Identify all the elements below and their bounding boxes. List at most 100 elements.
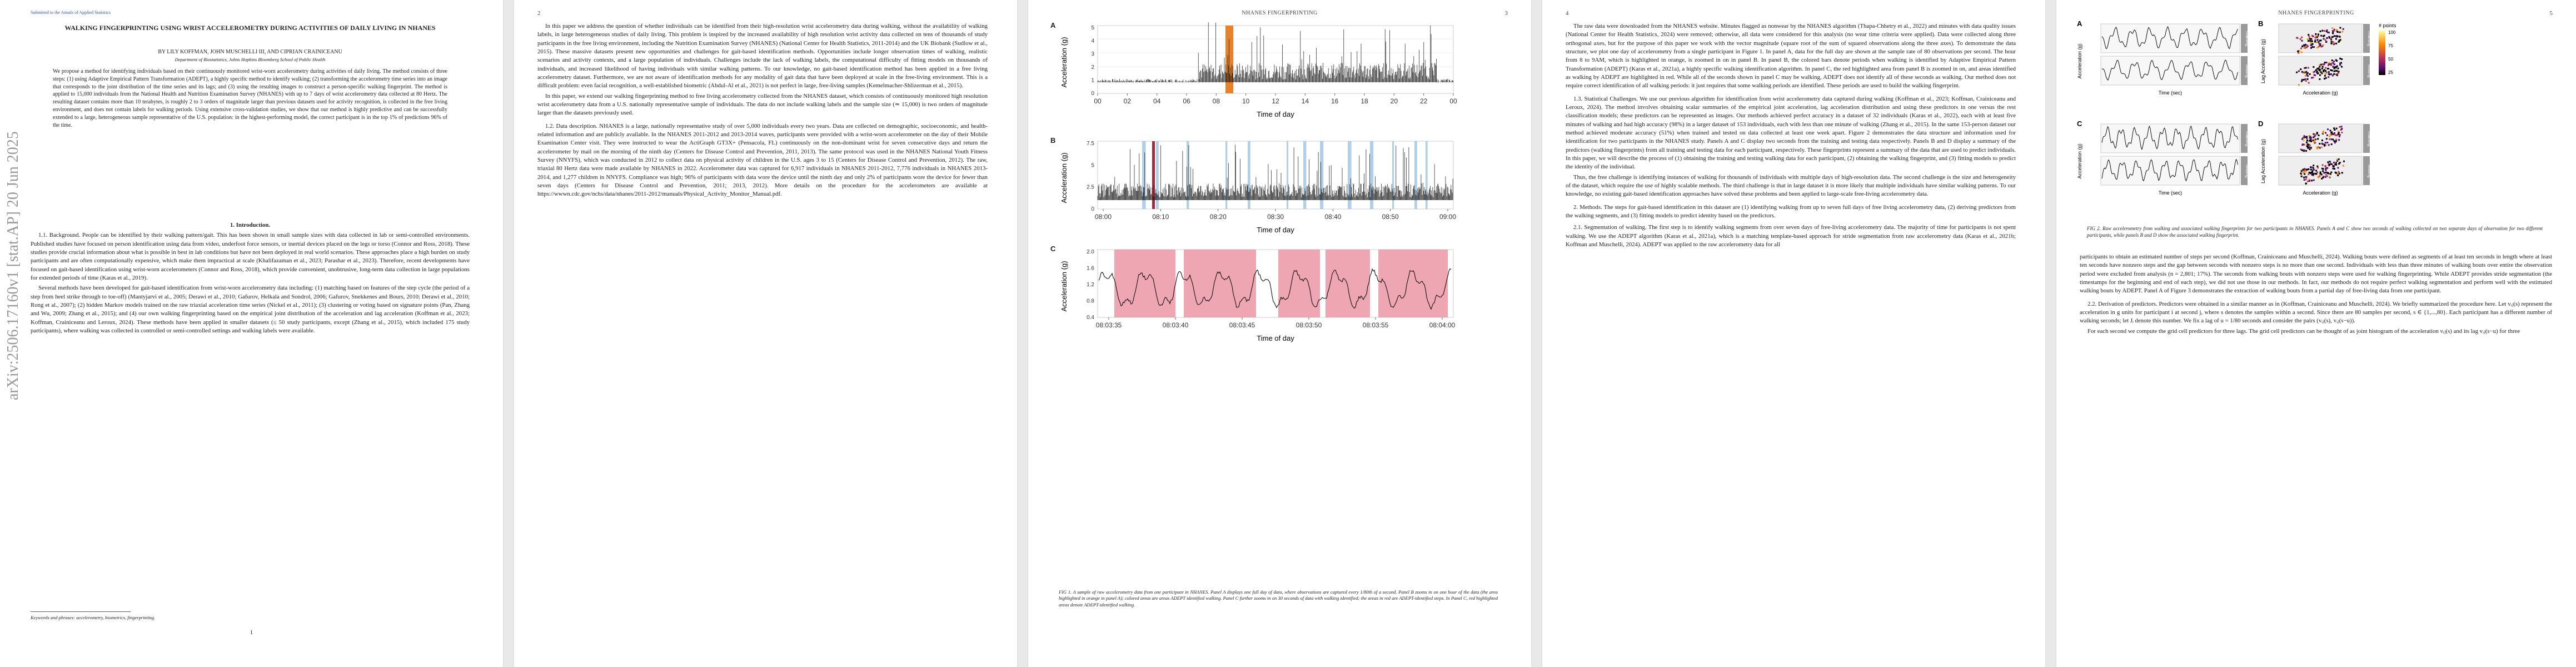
y-tick-label: 0 [1091, 91, 1094, 97]
heatmap-cell [2309, 40, 2311, 42]
heatmap-cell [2320, 39, 2322, 42]
heatmap-cell [2319, 74, 2321, 76]
heatmap-cell [2313, 133, 2315, 135]
paragraph: The raw data were downloaded from the NH… [1566, 23, 2016, 89]
heatmap-cell [2305, 171, 2307, 173]
walking-band [1225, 141, 1228, 209]
heatmap-cell [2319, 39, 2321, 42]
heatmap-cell [2320, 173, 2323, 176]
y-tick-label: 2.0 [1087, 249, 1094, 255]
heatmap-cell [2333, 165, 2335, 167]
strip-label: Testing [2367, 63, 2372, 77]
heatmap-cell [2301, 78, 2303, 81]
submission-note[interactable]: Submitted to the Annals of Applied Stati… [31, 10, 111, 15]
heatmap-cell [2302, 72, 2304, 74]
heatmap-cell [2300, 68, 2302, 71]
heatmap-cell [2336, 74, 2338, 76]
heatmap-cell [2323, 63, 2325, 66]
heatmap-cell [2306, 38, 2309, 41]
heatmap-cell [2334, 132, 2336, 135]
walking-band [1320, 141, 1324, 209]
heatmap-cell [2329, 133, 2331, 136]
heatmap-cell [2341, 31, 2344, 33]
heatmap-cell [2308, 173, 2310, 176]
heatmap-cell [2336, 158, 2338, 161]
heatmap-cell [2325, 31, 2328, 33]
page-3: NHANES FINGERPRINTING 3 A Acceleration (… [1028, 0, 1531, 667]
heatmap-cell [2340, 128, 2342, 131]
heatmap-cell [2329, 135, 2331, 137]
heatmap-cell [2325, 138, 2328, 140]
heatmap-cell [2317, 167, 2319, 169]
heatmap-cell [2335, 66, 2337, 68]
heatmap-cell [2337, 72, 2339, 74]
heatmap-cell [2343, 160, 2345, 162]
heatmap-cell [2325, 174, 2327, 176]
affiliation: Department of Biostatistics, Johns Hopki… [175, 57, 326, 62]
page-number: 5 [2549, 10, 2553, 17]
heatmap-cell [2339, 41, 2341, 43]
heatmap-cell [2336, 173, 2339, 175]
heatmap-cell [2338, 172, 2340, 175]
heatmap-cell [2308, 178, 2310, 181]
heatmap-cell [2324, 39, 2326, 41]
paragraph: Thus, the free challenge is identifying … [1566, 173, 2016, 198]
heatmap-cell [2316, 146, 2318, 148]
heatmap-cell [2316, 68, 2318, 70]
x-tick-label: 06 [1183, 97, 1190, 105]
x-tick-label: 00 [1094, 97, 1102, 105]
heatmap-cell [2315, 41, 2318, 43]
heatmap-cell [2314, 37, 2316, 39]
heatmap-cell [2315, 69, 2317, 71]
x-tick-label: 08:03:35 [1096, 321, 1122, 329]
heatmap-cell [2309, 137, 2311, 139]
heatmap-cell [2324, 165, 2326, 167]
heatmap-cell [2334, 42, 2336, 44]
x-tick-label: 08:00 [1095, 213, 1112, 221]
heatmap-cell [2325, 61, 2328, 63]
step-block [1184, 250, 1256, 317]
heatmap-cell [2310, 44, 2312, 46]
heatmap-cell [2308, 40, 2310, 42]
heatmap-cell [2323, 35, 2325, 37]
heatmap-cell [2338, 171, 2340, 173]
heatmap-cell [2316, 47, 2319, 49]
panel-d-label: D [2258, 120, 2263, 128]
heatmap-cell [2309, 73, 2311, 75]
heatmap-cell [2316, 72, 2319, 74]
page-1: arXiv:2506.17160v1 [stat.AP] 20 Jun 2025… [0, 0, 503, 667]
heatmap-cell [2295, 37, 2298, 39]
heatmap-cell [2337, 167, 2339, 169]
heatmap-cell [2319, 143, 2321, 145]
heatmap-cell [2298, 84, 2300, 86]
heatmap-cell [2339, 57, 2341, 59]
heatmap-cell [2334, 129, 2336, 131]
heatmap-cell [2338, 130, 2340, 132]
heatmap-cell [2311, 46, 2314, 48]
heatmap-cell [2341, 131, 2343, 133]
heatmap-cell [2340, 62, 2343, 64]
panel-c-label: C [2077, 120, 2082, 128]
x-tick-label: 08:03:45 [1229, 321, 1255, 329]
y-tick-label: 4 [1091, 38, 1094, 44]
x-axis-label: Acceleration (g) [2303, 190, 2338, 196]
heatmap-cell [2335, 140, 2337, 142]
y-axis-label: Acceleration (g) [1060, 37, 1068, 87]
heatmap-cell [2305, 80, 2307, 82]
x-tick-label: 08:10 [1152, 213, 1169, 221]
walking-band [1187, 141, 1189, 209]
heatmap-cell [2318, 41, 2320, 43]
heatmap-cell [2330, 42, 2333, 44]
keywords: Keywords and phrases: accelerometry, bio… [31, 615, 156, 620]
heatmap-cell [2306, 136, 2308, 138]
heatmap-cell [2308, 171, 2310, 173]
heatmap-cell [2305, 176, 2308, 178]
x-axis-label: Time of day [1257, 226, 1294, 234]
heatmap-cell [2298, 70, 2300, 72]
heatmap-cell [2321, 72, 2323, 74]
heatmap-cell [2302, 143, 2304, 146]
x-axis-label: Time of day [1257, 110, 1294, 118]
page4-body: The raw data were downloaded from the NH… [1566, 22, 2016, 251]
heatmap-cell [2330, 143, 2333, 146]
strip-label: Training [2367, 131, 2372, 147]
